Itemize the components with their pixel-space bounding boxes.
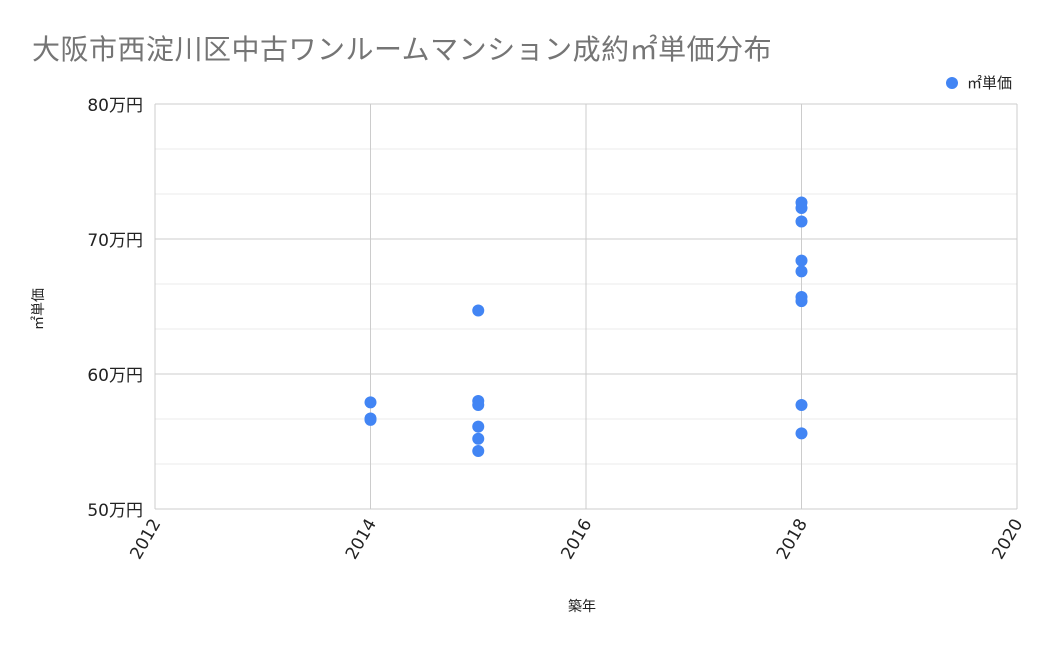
data-point [472, 304, 485, 317]
data-point [472, 420, 485, 433]
data-point [795, 201, 808, 214]
x-tick-label: 2018 [773, 516, 812, 563]
y-tick-label: 50万円 [87, 501, 143, 521]
data-point [795, 265, 808, 278]
x-tick-label: 2014 [342, 516, 381, 563]
x-tick-label: 2012 [126, 516, 165, 563]
data-point [795, 427, 808, 440]
data-point [472, 432, 485, 445]
data-point [364, 413, 377, 426]
data-point [795, 295, 808, 308]
y-tick-label: 80万円 [87, 96, 143, 116]
chart-title: 大阪市西淀川区中古ワンルームマンション成約㎡単価分布 [32, 33, 773, 66]
data-point [472, 399, 485, 412]
x-tick-label: 2016 [557, 516, 596, 563]
legend-label: ㎡単価 [966, 74, 1012, 92]
legend: ㎡単価 [945, 72, 1012, 93]
y-tick-label: 60万円 [87, 366, 143, 386]
data-point [795, 215, 808, 228]
y-tick-label: 70万円 [87, 231, 143, 251]
x-axis-label: 築年 [568, 599, 596, 615]
x-tick-label: 2020 [988, 516, 1027, 563]
legend-marker-icon [945, 76, 958, 89]
data-point [472, 444, 485, 457]
data-point [795, 254, 808, 267]
y-axis-label: ㎡単価 [31, 288, 47, 330]
data-point [795, 399, 808, 412]
data-point [364, 396, 377, 409]
